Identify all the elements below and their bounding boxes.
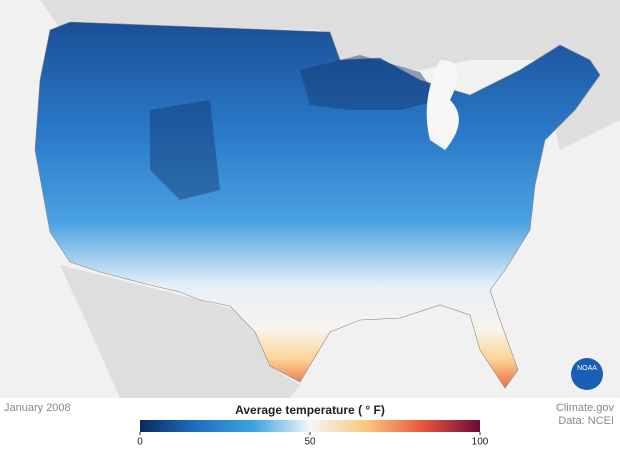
colorbar [140,420,480,432]
canada [40,0,620,150]
legend-title: Average temperature ( ° F) [235,403,385,417]
credit: Data: NCEI [558,415,614,427]
colorbar-tick-label: 50 [304,437,316,448]
cold-region [150,55,440,200]
colorbar-tick-label: 0 [137,437,143,448]
credit: Climate.gov [556,402,615,414]
date-label: January 2008 [4,402,71,414]
colorbar-tick-label: 100 [472,437,489,448]
logo-circle [571,358,603,390]
logo-text: NOAA [577,365,597,372]
great-lakes [426,60,459,150]
conus-temperature [34,21,601,389]
mexico [60,265,300,398]
